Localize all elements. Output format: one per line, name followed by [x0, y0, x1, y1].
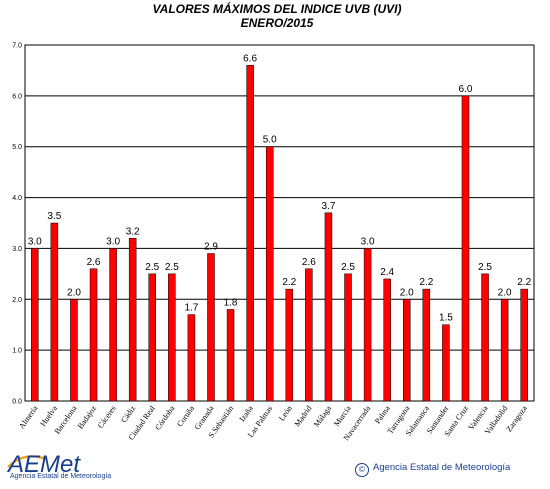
- chart-subtitle: ENERO/2015: [241, 16, 314, 30]
- bar-value-label: 2.5: [145, 262, 159, 273]
- bar: [363, 248, 372, 402]
- plot-area: [24, 44, 535, 402]
- y-tick-label: 4.0: [12, 195, 22, 202]
- bar-value-label: 2.0: [498, 287, 512, 298]
- y-tick-label: 3.0: [12, 246, 22, 253]
- bar: [265, 146, 274, 402]
- x-tick-label: Málaga: [312, 404, 333, 429]
- x-tick-label: Palma: [373, 404, 392, 426]
- bar-value-label: 2.4: [380, 267, 394, 278]
- bar: [481, 273, 489, 402]
- bar: [207, 253, 215, 402]
- aemet-logo-mark: AEMet: [6, 451, 81, 475]
- bar: [324, 212, 333, 402]
- chart-title: VALORES MÁXIMOS DEL INDICE UVB (UVI): [153, 1, 402, 16]
- x-tick-label: León: [277, 404, 294, 423]
- x-tick-label: Córdoba: [153, 404, 176, 432]
- bar: [461, 95, 470, 402]
- bar-value-label: 3.7: [321, 201, 335, 212]
- bar: [344, 273, 352, 402]
- copyright-credit: © Agencia Estatal de Meteorología: [355, 462, 510, 477]
- y-axis-ticks: 0.0 1.0 2.0 3.0 4.0 5.0 6.0 7.0: [12, 43, 22, 406]
- bar-value-label: 2.9: [204, 242, 218, 253]
- bar: [148, 273, 156, 402]
- bar: [403, 299, 411, 402]
- bar: [246, 65, 254, 402]
- bar: [168, 273, 176, 402]
- bar: [128, 238, 137, 402]
- logo-wordmark: AEMet: [6, 451, 81, 475]
- bar-value-label: 2.2: [517, 277, 531, 288]
- bar-value-label: 2.2: [282, 277, 296, 288]
- bar-value-label: 2.5: [341, 262, 355, 273]
- bar-value-label: 6.6: [243, 53, 257, 64]
- bar-value-label: 2.0: [67, 287, 81, 298]
- bar-value-label: 2.5: [165, 262, 179, 273]
- bar-value-label: 3.0: [106, 236, 120, 247]
- bar: [31, 248, 39, 402]
- bar-value-label: 2.6: [87, 257, 101, 268]
- bar-value-label: 1.8: [224, 297, 238, 308]
- value-labels: 3.0 3.5 2.0 2.6 3.0 3.2 2.5 2.5 1.7 2.9 1.8 6.6 5.0 2…: [28, 53, 532, 323]
- bar-value-label: 3.0: [28, 236, 42, 247]
- copyright-icon: ©: [355, 463, 369, 477]
- bar-value-label: 1.5: [439, 313, 453, 324]
- bar: [285, 288, 294, 402]
- bar: [70, 299, 78, 402]
- bar-value-label: 2.6: [302, 257, 316, 268]
- bar-value-label: 5.0: [263, 135, 277, 146]
- bar: [383, 278, 391, 402]
- bar-value-label: 2.2: [419, 277, 433, 288]
- y-tick-label: 7.0: [12, 43, 22, 50]
- bar: [109, 248, 117, 402]
- bar-value-label: 2.0: [400, 287, 414, 298]
- x-tick-label: Izaña: [237, 404, 255, 424]
- bar: [305, 268, 313, 402]
- logo-subtext: Agencia Estatal de Meteorología: [10, 473, 112, 480]
- bar: [422, 288, 431, 402]
- bar-value-label: 3.0: [361, 236, 375, 247]
- y-tick-label: 6.0: [12, 93, 22, 100]
- x-tick-label: Zaragoza: [504, 404, 529, 434]
- x-tick-label: Cádiz: [119, 404, 137, 425]
- bars: [31, 65, 528, 402]
- bar-value-label: 2.5: [478, 262, 492, 273]
- bar-value-label: 3.5: [47, 211, 61, 222]
- x-tick-label: Cáceres: [96, 404, 118, 430]
- bar: [89, 268, 98, 402]
- bar-value-label: 6.0: [459, 84, 473, 95]
- bar-value-label: 3.2: [126, 226, 140, 237]
- x-tick-label: Badajoz: [76, 404, 99, 431]
- footer: AEMet Agencia Estatal de Meteorología © A…: [0, 445, 550, 489]
- bar: [500, 299, 509, 402]
- y-tick-label: 1.0: [12, 348, 22, 355]
- bar: [226, 309, 235, 402]
- y-tick-label: 2.0: [12, 297, 22, 304]
- y-tick-label: 0.0: [12, 399, 22, 406]
- x-tick-label: Madrid: [293, 404, 314, 428]
- y-tick-label: 5.0: [12, 144, 22, 151]
- bar: [520, 288, 528, 402]
- credit-text: Agencia Estatal de Meteorología: [373, 462, 511, 473]
- bar: [187, 314, 196, 402]
- aemet-logo: AEMet Agencia Estatal de Meteorología: [6, 445, 116, 485]
- x-tick-label: Almería: [17, 404, 40, 431]
- bar: [442, 324, 450, 402]
- bar-value-label: 1.7: [184, 303, 198, 314]
- bar: [50, 222, 59, 402]
- uvi-bar-chart: VALORES MÁXIMOS DEL INDICE UVB (UVI) ENE…: [12, 1, 535, 442]
